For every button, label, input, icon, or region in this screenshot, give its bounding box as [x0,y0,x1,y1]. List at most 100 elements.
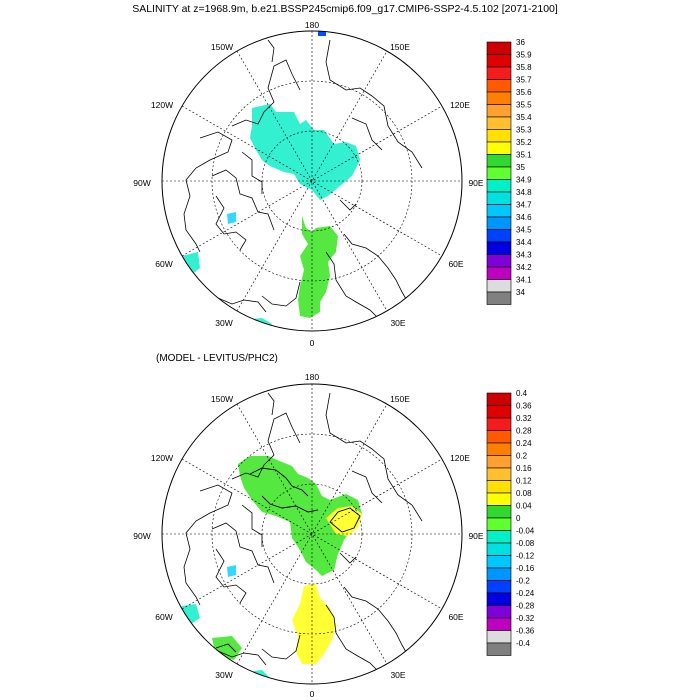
colorbar-tick-label: 35 [516,163,525,172]
colorbar-swatch [486,517,512,531]
lon-label-30e: 30E [390,318,405,328]
colorbar-tick-label: 35.7 [516,76,532,85]
lon-label-150w: 150W [211,394,233,404]
colorbar-swatch [486,442,512,456]
colorbar-tick-label: 34.6 [516,213,532,222]
lon-label-120e: 120E [450,100,470,110]
colorbar-swatch [486,530,512,544]
colorbar-swatch [486,216,512,230]
colorbar-tick-label: -0.28 [516,602,535,611]
lon-label-90e: 90E [468,178,483,188]
lon-label-90e: 90E [468,531,483,541]
colorbar-tick-label: -0.32 [516,614,535,623]
colorbar-tick-label: 34.5 [516,226,532,235]
colorbar-swatch [486,129,512,143]
colorbar-swatch [486,66,512,80]
salinity-343-patch [176,292,192,308]
colorbar-tick-label: 34.1 [516,276,532,285]
lon-label-60w: 60W [155,259,172,269]
map-boundary-panel1 [161,30,463,332]
colorbar-swatch [486,116,512,130]
contours-panel2 [215,467,361,653]
colorbar-swatch [486,91,512,105]
lon-label-150e: 150E [390,42,410,52]
map-boundary-panel2 [161,383,463,685]
colorbar-swatch [486,630,512,644]
colorbar-swatch [486,405,512,419]
lon-label-60e: 60E [448,612,463,622]
colorbar-tick-label: -0.12 [516,552,535,561]
colorbar-tick-label: 0.4 [516,389,528,398]
lon-label-180: 180 [305,20,319,30]
colorbar-swatch [486,141,512,155]
colorbar-tick-label: -0.2 [516,577,530,586]
colorbar-tick-label: -0.08 [516,539,535,548]
colorbar-swatch [486,605,512,619]
lon-label-150e: 150E [390,394,410,404]
difference-panel-title: (MODEL - LEVITUS/PHC2) [156,353,278,364]
colorbar-tick-label: 0.04 [516,502,532,511]
salinity-map-panel: 180 150W 150E 120W 120E 90W 90E 60W 60E … [133,20,532,348]
colorbar-swatch [486,505,512,519]
difference-field [175,392,423,684]
colorbar-swatch [486,266,512,280]
colorbar-tick-label: -0.24 [516,589,535,598]
colorbar-swatch [486,229,512,243]
graticule-panel2 [162,384,462,684]
difference-map-panel: 180 150W 150E 120W 120E 90W 90E 60W 60E … [133,372,535,699]
colorbar-swatch [486,241,512,255]
colorbar-swatch [486,166,512,180]
colorbar-swatch [486,542,512,556]
colorbar-swatch [486,154,512,168]
colorbar-swatch [486,567,512,581]
lon-label-180: 180 [305,372,319,382]
lon-label-120w: 120W [151,100,173,110]
colorbar-tick-label: 0.32 [516,414,532,423]
coastlines-panel1 [175,39,423,327]
colorbar-tick-label: 34.3 [516,251,532,260]
colorbar-swatch [486,580,512,594]
colorbar-tick-label: 35.3 [516,126,532,135]
colorbar-tick-label: 0.28 [516,427,532,436]
diff-004-region [238,456,362,576]
colorbar-swatch [486,480,512,494]
colorbar-swatch [486,291,512,305]
colorbar-tick-label: 34.8 [516,188,532,197]
colorbar-tick-label: 0 [516,514,521,523]
colorbar-swatch [486,492,512,506]
colorbar-tick-label: 34.9 [516,176,532,185]
colorbar-tick-label: 35.1 [516,151,532,160]
colorbar-swatch [486,54,512,68]
lon-label-0: 0 [310,689,315,699]
colorbar-tick-label: 0.36 [516,402,532,411]
colorbar-swatch [486,617,512,631]
colorbar-tick-label: 35.4 [516,113,532,122]
colorbar-swatch [486,41,512,55]
lon-label-30w: 30W [215,318,232,328]
lon-label-30w: 30W [215,670,232,680]
longitude-labels-panel2: 180 150W 150E 120W 120E 90W 90E 60W 60E … [133,372,484,699]
difference-colorbar: 0.4 0.36 0.32 0.28 0.24 0.2 0.16 0.12 0.08 0.04 0 -… [486,389,535,656]
colorbar-swatch [486,191,512,205]
lon-label-0: 0 [310,338,315,348]
diff-neg012-patch [227,565,236,577]
lon-label-60w: 60W [155,612,172,622]
colorbar-swatch [486,430,512,444]
lon-label-120e: 120E [450,453,470,463]
colorbar-tick-label: 0.24 [516,439,532,448]
longitude-labels-panel1: 180 150W 150E 120W 120E 90W 90E 60W 60E … [133,20,484,348]
colorbar-swatch [486,104,512,118]
colorbar-swatch [486,179,512,193]
salinity-35-region [250,104,360,200]
colorbar-swatch [486,467,512,481]
colorbar-tick-label: 34.4 [516,238,532,247]
colorbar-tick-label: 34 [516,288,525,297]
colorbar-tick-label: 35.8 [516,63,532,72]
colorbar-tick-label: 35.2 [516,138,532,147]
colorbar-tick-label: -0.04 [516,527,535,536]
lon-label-150w: 150W [211,42,233,52]
graticule-panel1 [162,31,462,331]
colorbar-swatch [486,279,512,293]
colorbar-tick-label: 35.5 [516,101,532,110]
